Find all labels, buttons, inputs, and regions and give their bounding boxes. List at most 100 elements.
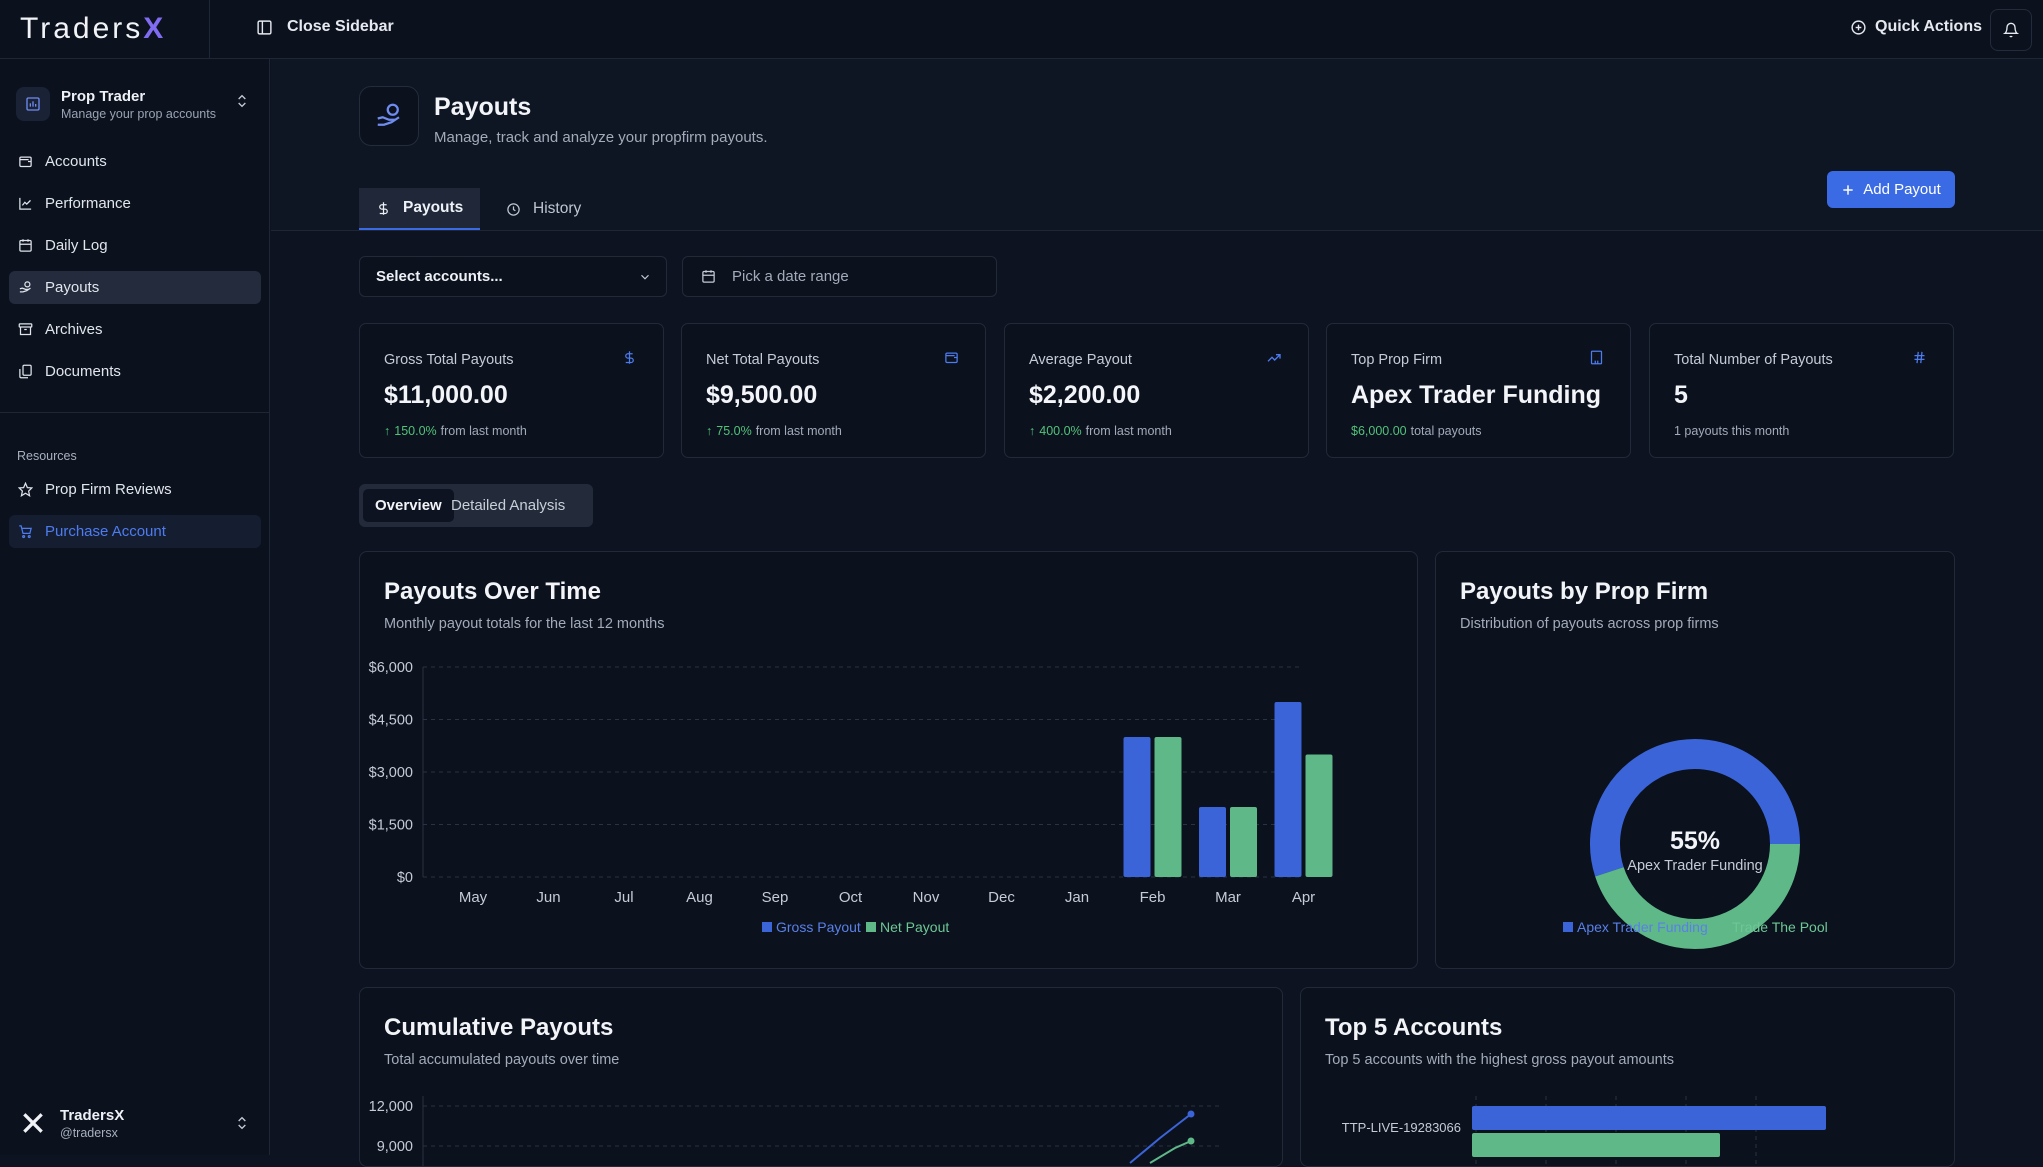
sidebar-item-documents[interactable]: Documents [9, 355, 261, 388]
add-payout-button[interactable]: Add Payout [1827, 171, 1955, 208]
sidebar-item-label: Documents [45, 363, 121, 380]
page-header: Payouts Manage, track and analyze your p… [271, 59, 2043, 231]
stat-delta: ↑ 150.0% from last month [384, 424, 527, 438]
sidebar-item-archives[interactable]: Archives [9, 313, 261, 346]
legend-swatch [762, 922, 772, 932]
donut-slice-apex-trader-funding [1590, 739, 1800, 877]
bar-gross-payout [1199, 807, 1226, 877]
x-tick-label: May [459, 889, 488, 906]
sidebar-item-label: Prop Firm Reviews [45, 481, 172, 498]
stat-delta: $6,000.00 total payouts [1351, 424, 1482, 438]
sidebar-item-label: Purchase Account [45, 523, 166, 540]
stat-label: Total Number of Payouts [1674, 352, 1833, 368]
tab-label: History [533, 200, 582, 217]
sidebar-item-label: Daily Log [45, 237, 108, 254]
sidebar-item-purchase-account[interactable]: Purchase Account [9, 515, 261, 548]
star-icon [18, 482, 33, 497]
x-tick-label: Jan [1065, 889, 1089, 906]
line-chart-icon [19, 197, 32, 210]
y-tick-label: 9,000 [377, 1139, 413, 1155]
series-point-gross [1187, 1110, 1195, 1118]
legend-swatch [1563, 922, 1573, 932]
overview-tab[interactable]: Overview [363, 489, 454, 522]
card-title: Payouts Over Time [384, 578, 601, 605]
card-subtitle: Total accumulated payouts over time [384, 1052, 620, 1068]
payouts-by-prop-firm-card: Payouts by Prop Firm Distribution of pay… [1435, 551, 1955, 969]
tab-label: Payouts [403, 199, 464, 216]
quick-actions-button[interactable]: Quick Actions [1850, 18, 1982, 36]
stat-value: $2,200.00 [1029, 381, 1141, 409]
card-title: Payouts by Prop Firm [1460, 578, 1709, 605]
user-menu[interactable]: TradersX @tradersx [20, 1103, 252, 1143]
page-title: Payouts [434, 93, 532, 121]
card-title: Cumulative Payouts [384, 1014, 614, 1041]
sidebar-item-prop-firm-reviews[interactable]: Prop Firm Reviews [9, 473, 261, 506]
payouts-over-time-card: Payouts Over Time Monthly payout totals … [359, 551, 1418, 969]
donut-slice-trade-the-pool [1595, 843, 1800, 949]
stat-card-total-number: Total Number of Payouts 5 1 payouts this… [1649, 323, 1954, 458]
cumulative-payouts-chart: 12,000 9,000 [369, 1096, 1220, 1166]
quick-actions-label: Quick Actions [1875, 18, 1982, 35]
stat-label: Average Payout [1029, 352, 1132, 368]
account-subtitle: Manage your prop accounts [61, 106, 216, 121]
stat-label: Net Total Payouts [706, 352, 820, 368]
main-nav: Accounts Performance Daily Log Payouts A… [9, 145, 261, 397]
tradersx-logo-icon [23, 1113, 43, 1133]
tab-payouts[interactable]: Payouts [359, 188, 481, 230]
payouts-by-prop-firm-chart: 55% Apex Trader Funding Apex Trader Fundin… [1563, 739, 1828, 949]
select-accounts-dropdown[interactable]: Select accounts... [359, 256, 667, 297]
series-point-net [1187, 1137, 1195, 1145]
y-tick-label: $1,500 [369, 818, 413, 834]
detailed-analysis-tab[interactable]: Detailed Analysis [451, 497, 566, 514]
top-5-accounts-chart: TTP-LIVE-19283066 [1342, 1096, 1826, 1166]
stat-value: $11,000.00 [384, 381, 508, 409]
bar-net-payout [1230, 807, 1257, 877]
sidebar-item-performance[interactable]: Performance [9, 187, 261, 220]
resources-nav: Prop Firm Reviews Purchase Account [9, 473, 261, 557]
account-switcher[interactable]: Prop Trader Manage your prop accounts [16, 83, 254, 125]
account-title: Prop Trader [61, 87, 146, 105]
legend-label: Net Payout [880, 919, 949, 935]
stat-card-gross-total: Gross Total Payouts $11,000.00 ↑ 150.0% fr… [359, 323, 664, 458]
stat-delta: ↑ 400.0% from last month [1029, 424, 1172, 438]
stat-card-net-total: Net Total Payouts $9,500.00 ↑ 75.0% from l… [681, 323, 986, 458]
sidebar-item-payouts[interactable]: Payouts [9, 271, 261, 304]
legend-label: Apex Trader Funding [1577, 919, 1708, 935]
app-logo[interactable]: TradersX [20, 12, 167, 45]
stat-value: Apex Trader Funding [1351, 381, 1602, 409]
notifications-button[interactable] [1990, 9, 2032, 51]
legend-swatch [1718, 922, 1728, 932]
x-tick-label: Aug [686, 889, 713, 906]
bar-net-payout [1154, 737, 1182, 877]
chevrons-up-down-icon [238, 94, 246, 108]
sidebar-item-label: Performance [45, 195, 131, 212]
chevrons-up-down-icon [238, 1116, 246, 1130]
plus-circle-icon [1851, 19, 1866, 35]
x-tick-label: Sep [762, 889, 789, 906]
card-subtitle: Distribution of payouts across prop firm… [1460, 616, 1719, 632]
sidebar-item-accounts[interactable]: Accounts [9, 145, 261, 178]
hand-coins-icon [359, 86, 419, 146]
trending-up-icon [1267, 354, 1281, 362]
x-tick-label: Apr [1292, 889, 1315, 906]
date-range-placeholder: Pick a date range [732, 268, 849, 285]
view-toggle: Overview Detailed Analysis [359, 484, 593, 527]
archive-icon [18, 323, 33, 336]
sidebar-toggle-icon [257, 19, 272, 35]
stat-card-top-prop-firm: Top Prop Firm Apex Trader Funding $6,000… [1326, 323, 1631, 458]
y-tick-label: TTP-LIVE-19283066 [1342, 1120, 1461, 1135]
x-tick-label: Jun [536, 889, 560, 906]
tab-history[interactable]: History [489, 188, 598, 230]
page-subtitle: Manage, track and analyze your propfirm … [434, 129, 768, 146]
sidebar-item-label: Archives [45, 321, 103, 338]
cart-icon [19, 525, 32, 539]
calendar-icon [19, 239, 32, 252]
sidebar-item-daily-log[interactable]: Daily Log [9, 229, 261, 262]
bar-net-payout [1305, 754, 1333, 877]
legend-swatch [866, 922, 876, 932]
sidebar-item-label: Payouts [45, 279, 100, 296]
wallet-icon [945, 352, 958, 364]
dollar-icon [625, 351, 634, 364]
date-range-picker[interactable]: Pick a date range [682, 256, 997, 297]
close-sidebar-button[interactable]: Close Sidebar [256, 18, 394, 36]
